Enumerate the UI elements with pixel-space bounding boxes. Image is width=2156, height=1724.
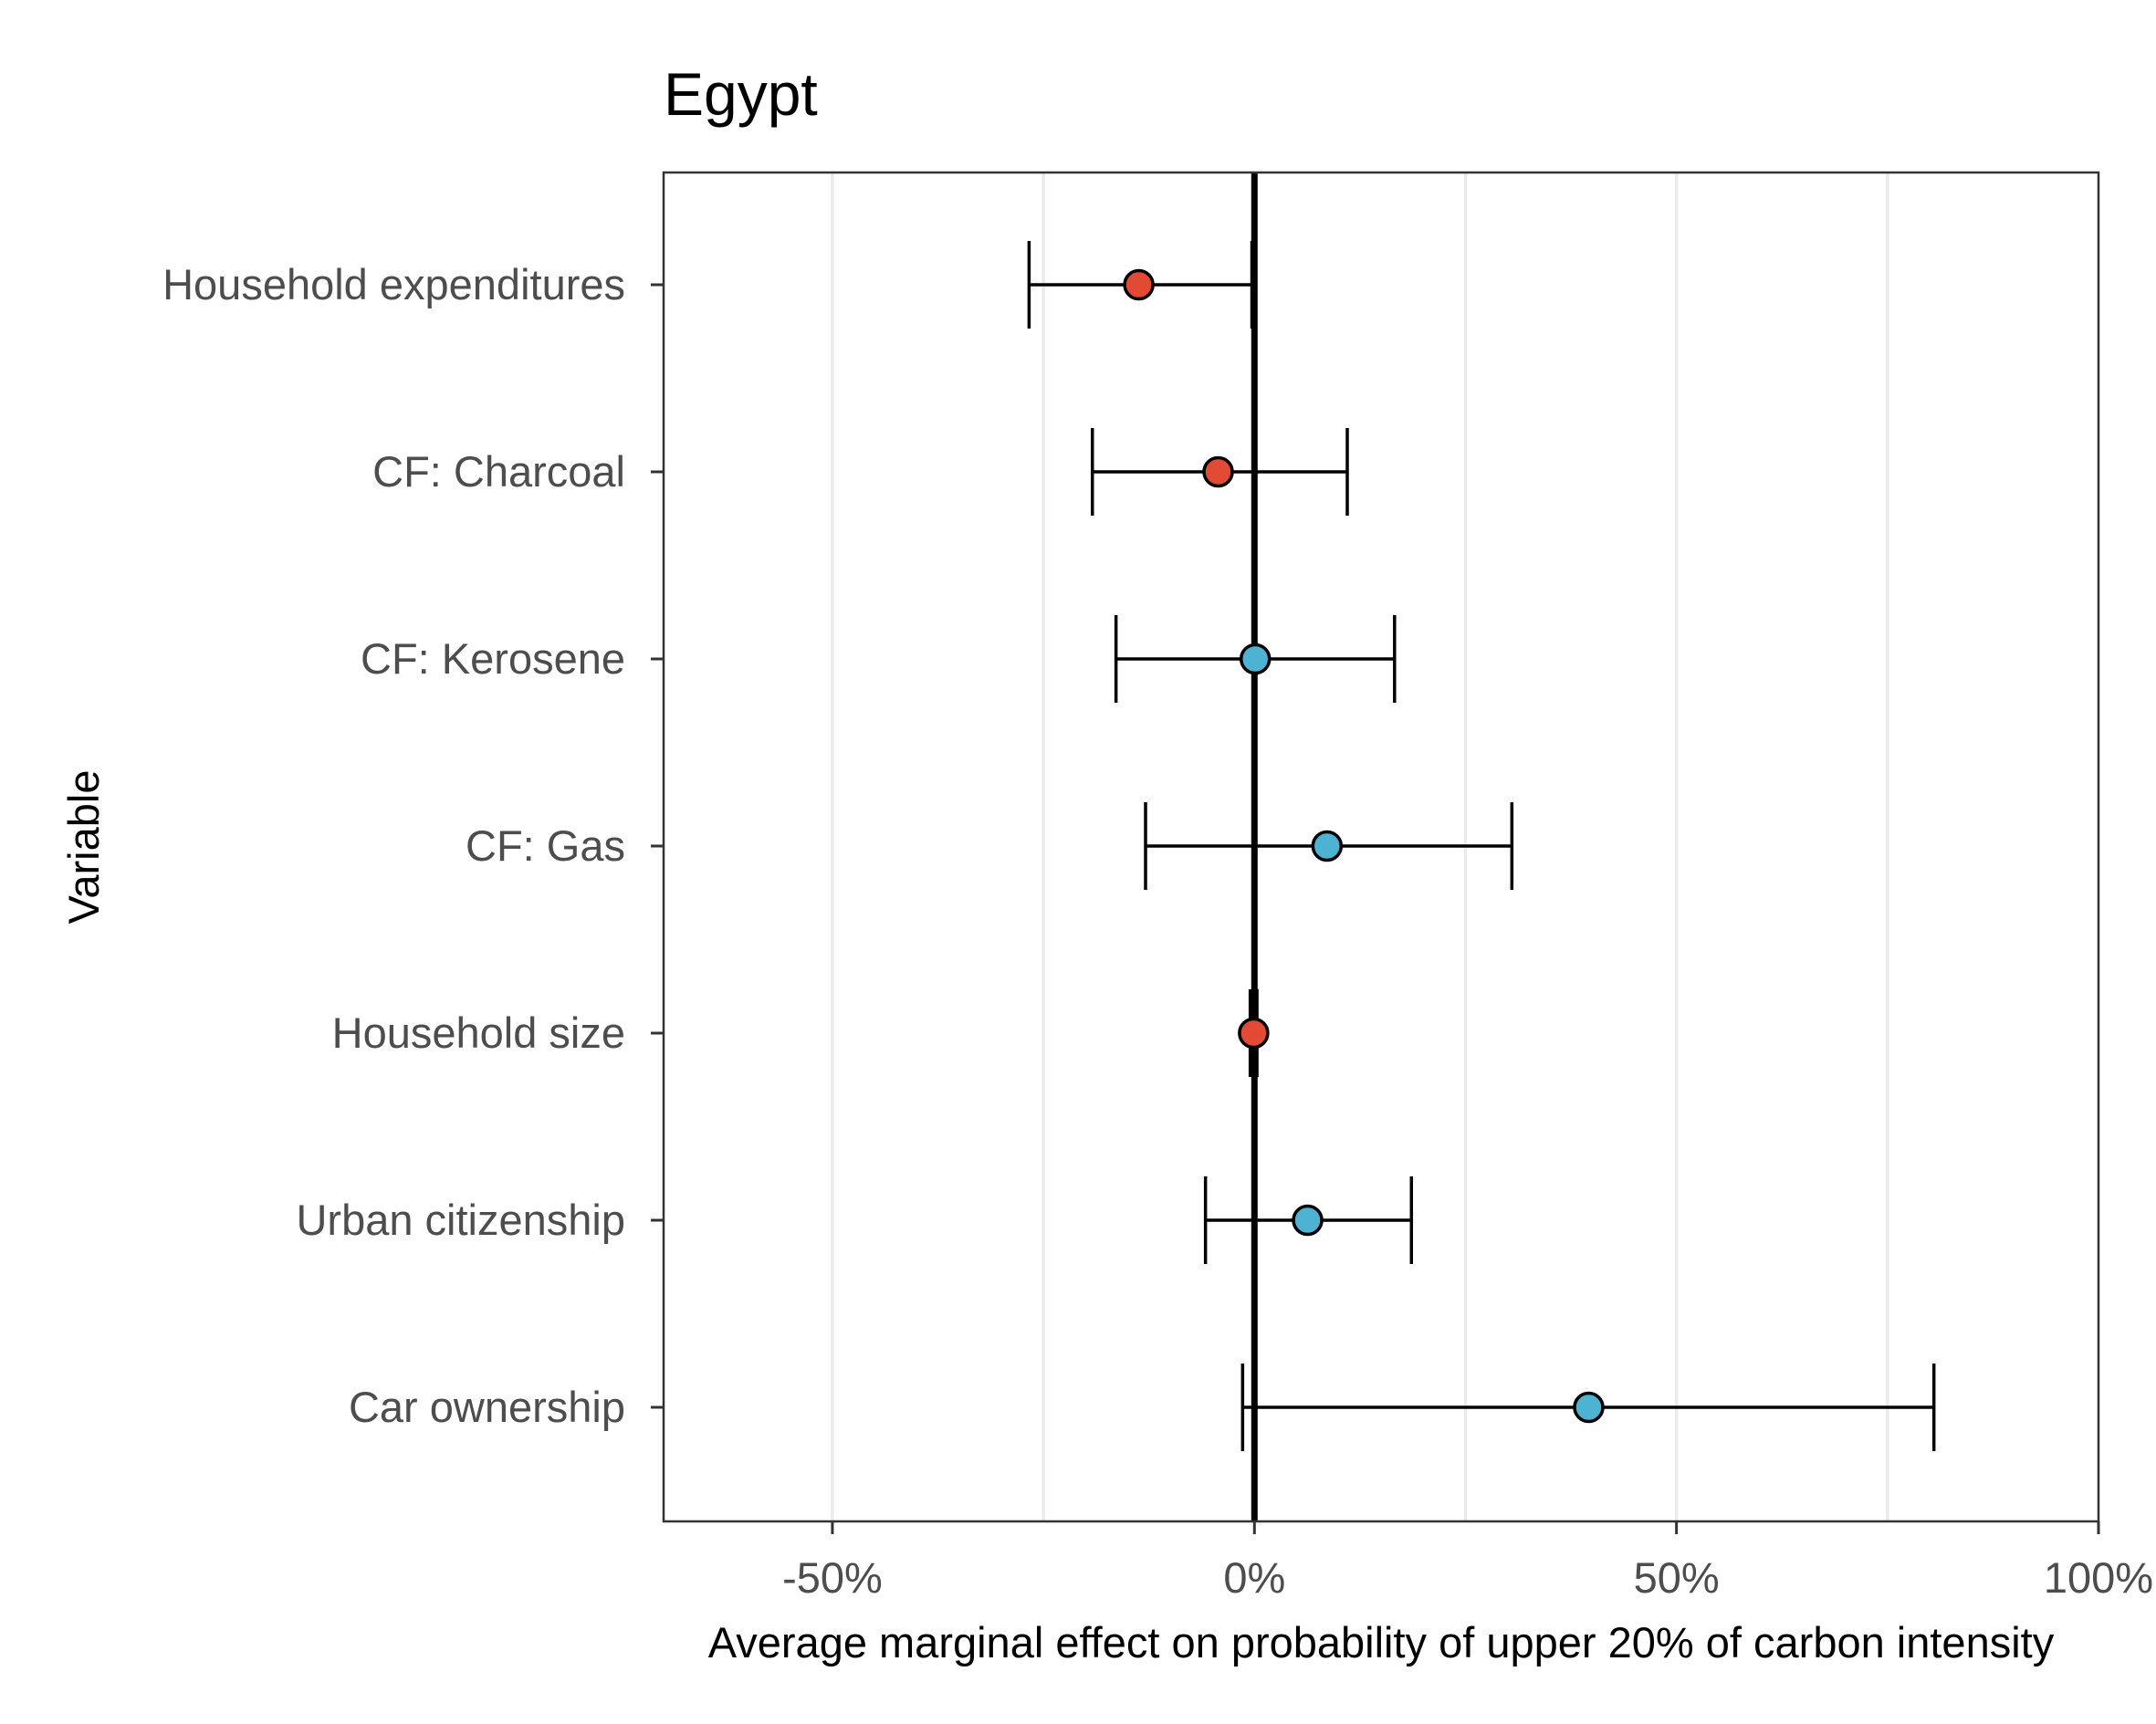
y-tick-label: CF: Charcoal	[372, 447, 625, 496]
data-point	[1573, 1391, 1605, 1424]
y-tick-label: Household expenditures	[162, 260, 625, 308]
y-tick-label: Urban citizenship	[296, 1196, 625, 1244]
x-tick-label: 100%	[2044, 1553, 2153, 1602]
y-tick-label: Household size	[332, 1008, 625, 1057]
x-axis-title: Average marginal effect on probability o…	[708, 1618, 2055, 1667]
y-axis: Household expenditures CF: Charcoal CF: Ke…	[162, 260, 664, 1431]
x-tick-label: 0%	[1223, 1553, 1285, 1602]
y-tick-label: CF: Gas	[466, 821, 625, 870]
data-point	[1292, 1204, 1324, 1237]
data-point	[1202, 455, 1234, 488]
data-points	[1123, 268, 1605, 1424]
y-tick-label: Car ownership	[349, 1383, 625, 1431]
x-tick-label: 50%	[1634, 1553, 1720, 1602]
x-tick-label: -50%	[782, 1553, 883, 1602]
data-point	[1238, 1017, 1270, 1050]
chart-title: Egypt	[664, 60, 818, 128]
data-point	[1311, 830, 1344, 862]
data-point	[1123, 268, 1155, 301]
y-tick-label: CF: Kerosene	[361, 634, 625, 683]
y-axis-title: Variable	[59, 770, 108, 925]
x-axis: -50% 0% 50% 100%	[782, 1521, 2153, 1602]
data-point	[1239, 643, 1272, 675]
